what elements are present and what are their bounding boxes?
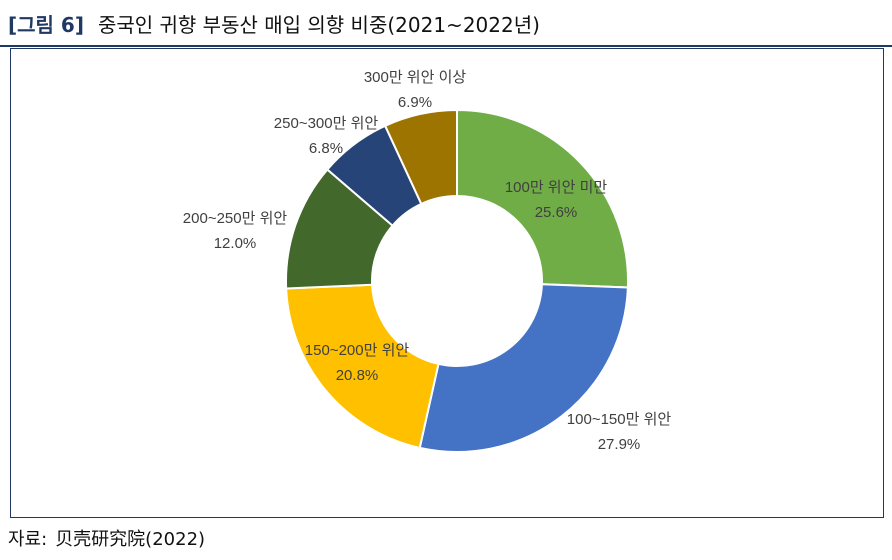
donut-chart: 100만 위안 미만 25.6% 100~150만 위안 27.9% 150~200만 … xyxy=(183,69,672,453)
slice-value-label: 20.8% xyxy=(336,367,379,384)
figure-header: [그림 6] 중국인 귀향 부동산 매입 의향 비중(2021~2022년) xyxy=(8,8,540,38)
slice-label: 150~200만 위안 20.8% xyxy=(305,342,410,384)
slice-category-label: 300만 위안 이상 xyxy=(364,69,467,86)
source-note: 자료: 贝壳研究院(2022) xyxy=(8,524,205,552)
slice-value-label: 12.0% xyxy=(214,235,257,252)
slice-label: 250~300만 위안 6.8% xyxy=(274,115,379,157)
chart-frame: 100만 위안 미만 25.6% 100~150만 위안 27.9% 150~200만 … xyxy=(10,48,884,518)
slice-label: 100만 위안 미만 25.6% xyxy=(505,179,608,221)
slice-label: 200~250만 위안 12.0% xyxy=(183,210,288,252)
slice-category-label: 100만 위안 미만 xyxy=(505,179,608,196)
slice-label: 300만 위안 이상 6.9% xyxy=(364,69,467,111)
figure-label: [그림 6] xyxy=(8,12,84,37)
donut-slice xyxy=(456,108,629,289)
slice-category-label: 200~250만 위안 xyxy=(183,210,288,227)
slice-label: 100~150만 위안 27.9% xyxy=(567,411,672,453)
slice-category-label: 250~300만 위안 xyxy=(274,115,379,132)
donut-slice xyxy=(418,283,629,453)
donut-slice xyxy=(383,108,458,206)
slice-value-label: 6.8% xyxy=(309,140,343,157)
slice-value-label: 6.9% xyxy=(398,94,432,111)
figure-title: 중국인 귀향 부동산 매입 의향 비중(2021~2022년) xyxy=(97,12,540,37)
donut-slice xyxy=(285,283,440,450)
slice-category-label: 150~200만 위안 xyxy=(305,342,410,359)
slice-value-label: 27.9% xyxy=(598,436,641,453)
source-key: 자료: xyxy=(8,529,48,550)
slice-value-label: 25.6% xyxy=(535,204,578,221)
source-value: 贝壳研究院(2022) xyxy=(55,529,206,550)
header-rule xyxy=(0,45,892,47)
slice-category-label: 100~150만 위안 xyxy=(567,411,672,428)
